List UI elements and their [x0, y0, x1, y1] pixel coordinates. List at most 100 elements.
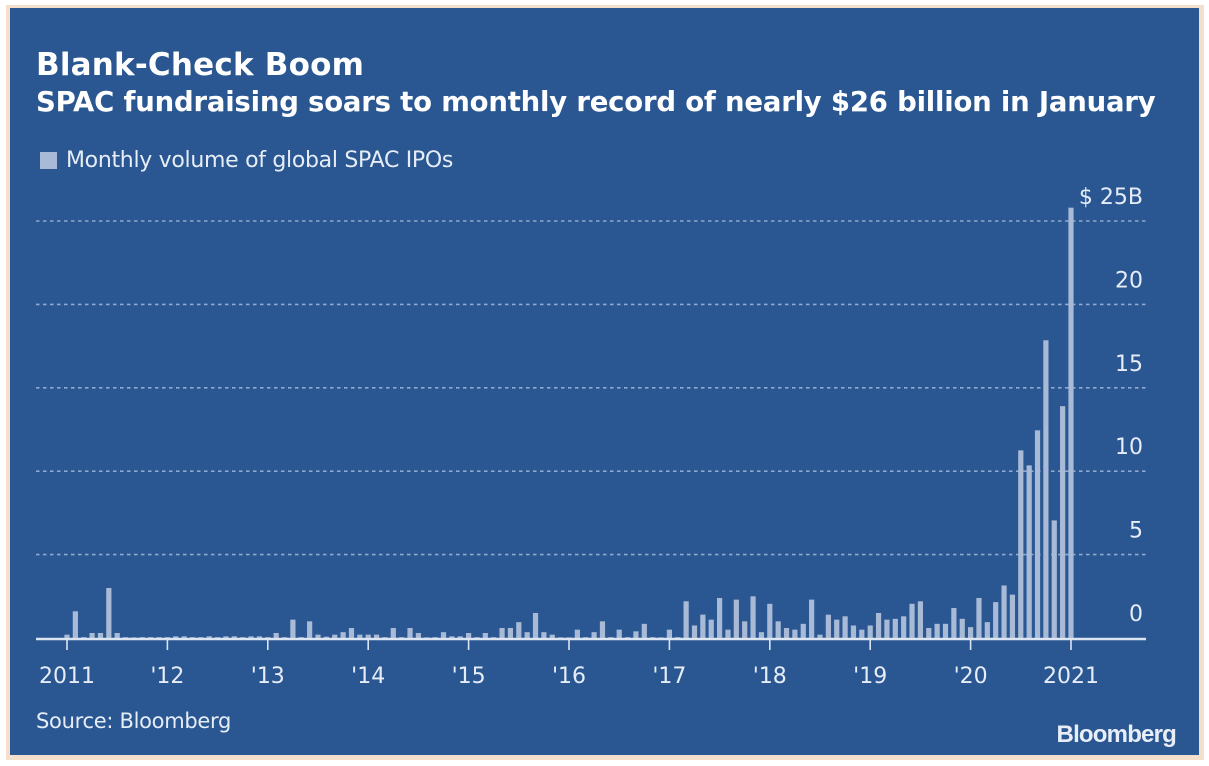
x-tick-label: '15	[452, 664, 486, 689]
bar	[474, 637, 480, 638]
bar	[792, 629, 798, 638]
bar	[549, 634, 555, 638]
bar	[1009, 594, 1016, 638]
bar	[382, 637, 388, 638]
bar	[817, 634, 823, 638]
bar	[131, 637, 137, 638]
bar	[315, 634, 321, 638]
bar	[909, 603, 915, 638]
x-tick-label: '18	[753, 664, 787, 689]
x-tick-label: '17	[652, 664, 686, 689]
bar	[332, 634, 338, 638]
bar	[624, 637, 631, 638]
bar	[81, 637, 87, 638]
bar	[491, 637, 497, 638]
bar	[164, 637, 170, 638]
bar	[666, 629, 672, 638]
bar	[574, 629, 580, 638]
bar	[532, 612, 539, 638]
bar	[240, 637, 246, 638]
bar	[307, 621, 313, 638]
bar	[206, 636, 212, 638]
x-tick-label: 2011	[39, 664, 95, 689]
bar	[767, 603, 773, 638]
bar	[432, 637, 438, 638]
bar	[566, 637, 572, 638]
y-tick-label: 5	[1129, 519, 1143, 544]
bar	[775, 621, 781, 638]
bar	[917, 601, 923, 638]
bar	[867, 625, 873, 638]
bar	[106, 587, 112, 638]
y-tick-label: 0	[1129, 602, 1143, 627]
bar	[256, 636, 263, 638]
bar	[198, 637, 204, 638]
bar	[524, 632, 530, 638]
bloomberg-logo: Bloomberg	[1056, 721, 1177, 748]
bar	[926, 627, 932, 638]
bar	[1026, 465, 1032, 638]
bar	[800, 623, 806, 638]
x-tick-label: '12	[150, 664, 184, 689]
bar	[407, 627, 413, 638]
bar	[968, 627, 974, 638]
bar	[1060, 406, 1066, 638]
bar	[583, 637, 589, 638]
bar	[399, 637, 405, 638]
bar	[658, 637, 664, 638]
bar	[993, 602, 999, 638]
legend-swatch	[40, 152, 57, 169]
bar	[507, 627, 514, 638]
bar	[499, 627, 505, 638]
bar	[516, 622, 522, 638]
bar	[466, 633, 472, 638]
bar	[951, 607, 957, 638]
bar	[608, 637, 614, 638]
bar	[449, 636, 455, 638]
bar	[934, 623, 940, 638]
bar	[591, 632, 597, 638]
bar	[809, 599, 815, 638]
bar	[691, 625, 698, 638]
bar	[390, 627, 396, 638]
x-axis	[36, 637, 1146, 650]
bar	[181, 636, 187, 638]
bar	[976, 597, 982, 638]
x-axis-labels: 2011 '12 '13 '14 '15 '16 '17 '18 '19 '20 2021	[39, 664, 1099, 689]
bar	[1034, 430, 1041, 638]
bar	[424, 637, 430, 638]
y-tick-label: 15	[1115, 352, 1143, 377]
bar	[265, 637, 271, 638]
bar	[440, 632, 447, 638]
x-tick-label: '13	[251, 664, 285, 689]
bar	[156, 637, 162, 638]
bar	[373, 634, 380, 638]
bar	[892, 618, 898, 638]
bar	[340, 632, 346, 638]
bar	[173, 636, 179, 638]
bar	[223, 636, 229, 638]
legend-label: Monthly volume of global SPAC IPOs	[66, 148, 454, 173]
bar	[189, 637, 196, 638]
bar	[641, 623, 647, 638]
bar	[457, 636, 463, 638]
y-tick-label: 20	[1115, 268, 1143, 293]
bar	[248, 636, 254, 638]
bar	[742, 621, 748, 638]
bar	[231, 636, 237, 638]
bar	[599, 621, 606, 638]
y-axis-labels: 0 5 10 15 20 $ 25B	[1079, 185, 1143, 627]
bar	[859, 629, 865, 638]
bar	[357, 634, 363, 638]
bar	[1001, 585, 1007, 638]
bar	[215, 637, 221, 638]
bar	[733, 599, 739, 638]
bar	[750, 596, 756, 638]
bar	[72, 611, 78, 638]
bar	[348, 627, 355, 638]
bar	[558, 637, 564, 638]
bar	[725, 629, 731, 638]
bar	[1018, 450, 1024, 638]
bars	[64, 207, 1074, 638]
